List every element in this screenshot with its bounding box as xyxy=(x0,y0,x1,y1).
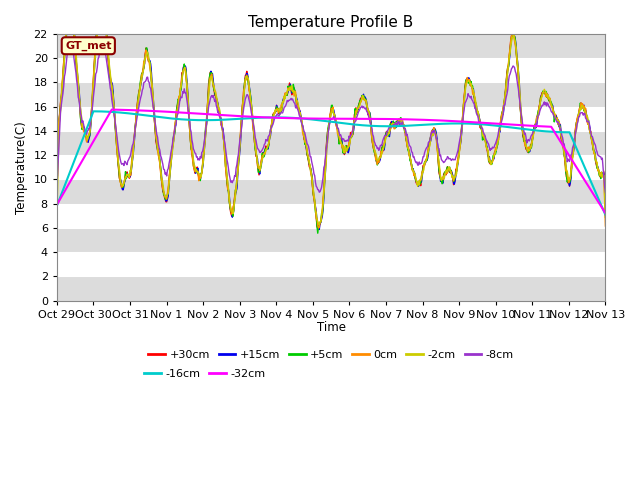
Title: Temperature Profile B: Temperature Profile B xyxy=(248,15,413,30)
Legend: -16cm, -32cm: -16cm, -32cm xyxy=(140,364,270,383)
Bar xyxy=(57,83,605,107)
Bar xyxy=(57,276,605,300)
Y-axis label: Temperature(C): Temperature(C) xyxy=(15,121,28,214)
Bar xyxy=(57,34,605,58)
X-axis label: Time: Time xyxy=(317,321,346,334)
Bar xyxy=(57,228,605,252)
Bar xyxy=(57,131,605,155)
Bar xyxy=(57,180,605,204)
Text: GT_met: GT_met xyxy=(65,41,111,51)
